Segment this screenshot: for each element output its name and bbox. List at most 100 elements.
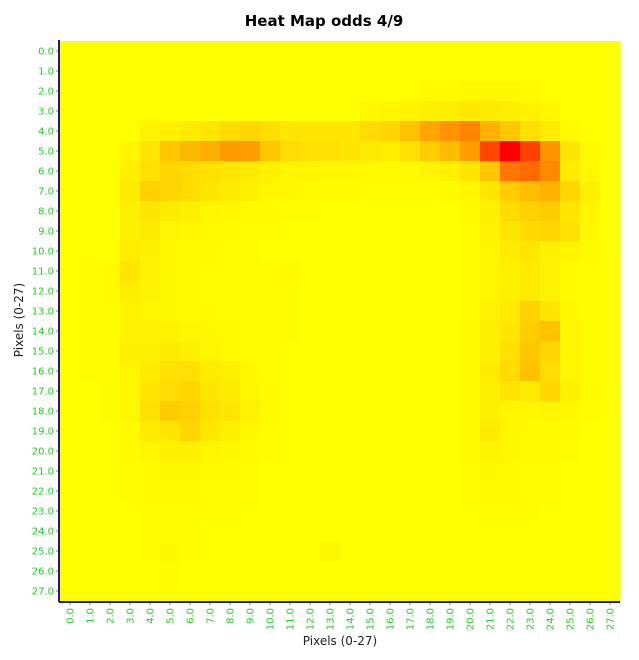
heatmap-cell-r23-c23 xyxy=(520,501,541,522)
heatmap-cell-r4-c3 xyxy=(120,121,141,142)
heatmap-cell-r17-c23 xyxy=(520,381,541,402)
heatmap-cell-r5-c10 xyxy=(260,141,281,162)
heatmap-cell-r10-c23 xyxy=(520,241,541,262)
heatmap-cell-r15-c25 xyxy=(560,341,581,362)
heatmap-cell-r10-c11 xyxy=(280,241,301,262)
heatmap-cell-r2-c3 xyxy=(120,81,141,102)
heatmap-cell-r18-c8 xyxy=(220,401,241,422)
heatmap-cell-r11-c11 xyxy=(280,261,301,282)
heatmap-cell-r14-c4 xyxy=(140,321,161,342)
heatmap-cell-r21-c23 xyxy=(520,461,541,482)
heatmap-cell-r8-c13 xyxy=(320,201,341,222)
heatmap-cell-r2-c11 xyxy=(280,81,301,102)
heatmap-cell-r2-c12 xyxy=(300,81,321,102)
heatmap-cell-r5-c11 xyxy=(280,141,301,162)
heatmap-cell-r23-c18 xyxy=(420,501,441,522)
heatmap-cell-r2-c23 xyxy=(520,81,541,102)
heatmap-cell-r19-c16 xyxy=(380,421,401,442)
heatmap-cell-r13-c16 xyxy=(380,301,401,322)
heatmap-cell-r18-c1 xyxy=(80,401,101,422)
heatmap-cell-r5-c18 xyxy=(420,141,441,162)
heatmap-cell-r12-c18 xyxy=(420,281,441,302)
heatmap-cell-r8-c21 xyxy=(480,201,501,222)
heatmap-cell-r13-c3 xyxy=(120,301,141,322)
heatmap-cell-r20-c11 xyxy=(280,441,301,462)
heatmap-cell-r25-c8 xyxy=(220,541,241,562)
heatmap-cell-r24-c21 xyxy=(480,521,501,542)
heatmap-cell-r17-c0 xyxy=(60,381,81,402)
heatmap-cell-r20-c26 xyxy=(580,441,601,462)
heatmap-cell-r27-c24 xyxy=(540,581,561,602)
heatmap-cell-r21-c6 xyxy=(180,461,201,482)
heatmap-cell-r22-c25 xyxy=(560,481,581,502)
heatmap-cell-r27-c4 xyxy=(140,581,161,602)
heatmap-cell-r9-c8 xyxy=(220,221,241,242)
heatmap-cell-r10-c6 xyxy=(180,241,201,262)
heatmap-cell-r13-c7 xyxy=(200,301,221,322)
heatmap-cell-r11-c14 xyxy=(340,261,361,282)
heatmap-cell-r2-c15 xyxy=(360,81,381,102)
heatmap-cell-r0-c10 xyxy=(260,41,281,62)
heatmap-cell-r13-c19 xyxy=(440,301,461,322)
heatmap-cell-r26-c19 xyxy=(440,561,461,582)
heatmap-cell-r24-c18 xyxy=(420,521,441,542)
heatmap-cell-r9-c3 xyxy=(120,221,141,242)
heatmap-cell-r17-c14 xyxy=(340,381,361,402)
heatmap-cell-r24-c24 xyxy=(540,521,561,542)
heatmap-cell-r25-c13 xyxy=(320,541,341,562)
heatmap-cell-r16-c10 xyxy=(260,361,281,382)
heatmap-cell-r27-c10 xyxy=(260,581,281,602)
heatmap-cell-r18-c5 xyxy=(160,401,181,422)
heatmap-cell-r4-c18 xyxy=(420,121,441,142)
heatmap-cell-r19-c11 xyxy=(280,421,301,442)
heatmap-cell-r15-c6 xyxy=(180,341,201,362)
heatmap-cell-r6-c4 xyxy=(140,161,161,182)
y-tick-label: 12.0 xyxy=(32,287,54,298)
heatmap-cell-r10-c21 xyxy=(480,241,501,262)
heatmap-cell-r6-c9 xyxy=(240,161,261,182)
heatmap-cell-r22-c20 xyxy=(460,481,481,502)
heatmap-cell-r11-c22 xyxy=(500,261,521,282)
heatmap-cell-r27-c22 xyxy=(500,581,521,602)
heatmap-cell-r23-c14 xyxy=(340,501,361,522)
heatmap-cell-r9-c13 xyxy=(320,221,341,242)
x-tick-label: 20.0 xyxy=(466,608,477,630)
heatmap-cell-r16-c23 xyxy=(520,361,541,382)
heatmap-cell-r7-c1 xyxy=(80,181,101,202)
heatmap-cell-r2-c18 xyxy=(420,81,441,102)
heatmap-cell-r10-c12 xyxy=(300,241,321,262)
heatmap-cell-r19-c23 xyxy=(520,421,541,442)
heatmap-cell-r21-c18 xyxy=(420,461,441,482)
heatmap-cell-r15-c20 xyxy=(460,341,481,362)
heatmap-cell-r24-c2 xyxy=(100,521,121,542)
heatmap-cell-r10-c0 xyxy=(60,241,81,262)
heatmap-cell-r18-c13 xyxy=(320,401,341,422)
heatmap-cell-r15-c0 xyxy=(60,341,81,362)
heatmap-cell-r11-c2 xyxy=(100,261,121,282)
heatmap-cell-r0-c8 xyxy=(220,41,241,62)
heatmap-cell-r6-c8 xyxy=(220,161,241,182)
heatmap-cell-r18-c17 xyxy=(400,401,421,422)
heatmap-cell-r14-c12 xyxy=(300,321,321,342)
heatmap-cell-r19-c1 xyxy=(80,421,101,442)
x-tick-label: 16.0 xyxy=(386,608,397,630)
heatmap-cell-r9-c16 xyxy=(380,221,401,242)
heatmap-cell-r4-c25 xyxy=(560,121,581,142)
heatmap-cell-r12-c24 xyxy=(540,281,561,302)
heatmap-cell-r17-c15 xyxy=(360,381,381,402)
y-tick-label: 9.0 xyxy=(38,227,54,238)
heatmap-cell-r12-c11 xyxy=(280,281,301,302)
heatmap-cell-r14-c7 xyxy=(200,321,221,342)
heatmap-cell-r22-c26 xyxy=(580,481,601,502)
heatmap-cell-r5-c27 xyxy=(600,141,621,162)
heatmap-cell-r21-c26 xyxy=(580,461,601,482)
heatmap-cell-r25-c2 xyxy=(100,541,121,562)
x-tick-label: 12.0 xyxy=(306,608,317,630)
heatmap-cell-r25-c27 xyxy=(600,541,621,562)
heatmap-cell-r17-c21 xyxy=(480,381,501,402)
x-tick-label: 17.0 xyxy=(406,608,417,630)
heatmap-cell-r17-c26 xyxy=(580,381,601,402)
heatmap-cell-r15-c22 xyxy=(500,341,521,362)
heatmap-cell-r19-c8 xyxy=(220,421,241,442)
heatmap-cell-r20-c0 xyxy=(60,441,81,462)
